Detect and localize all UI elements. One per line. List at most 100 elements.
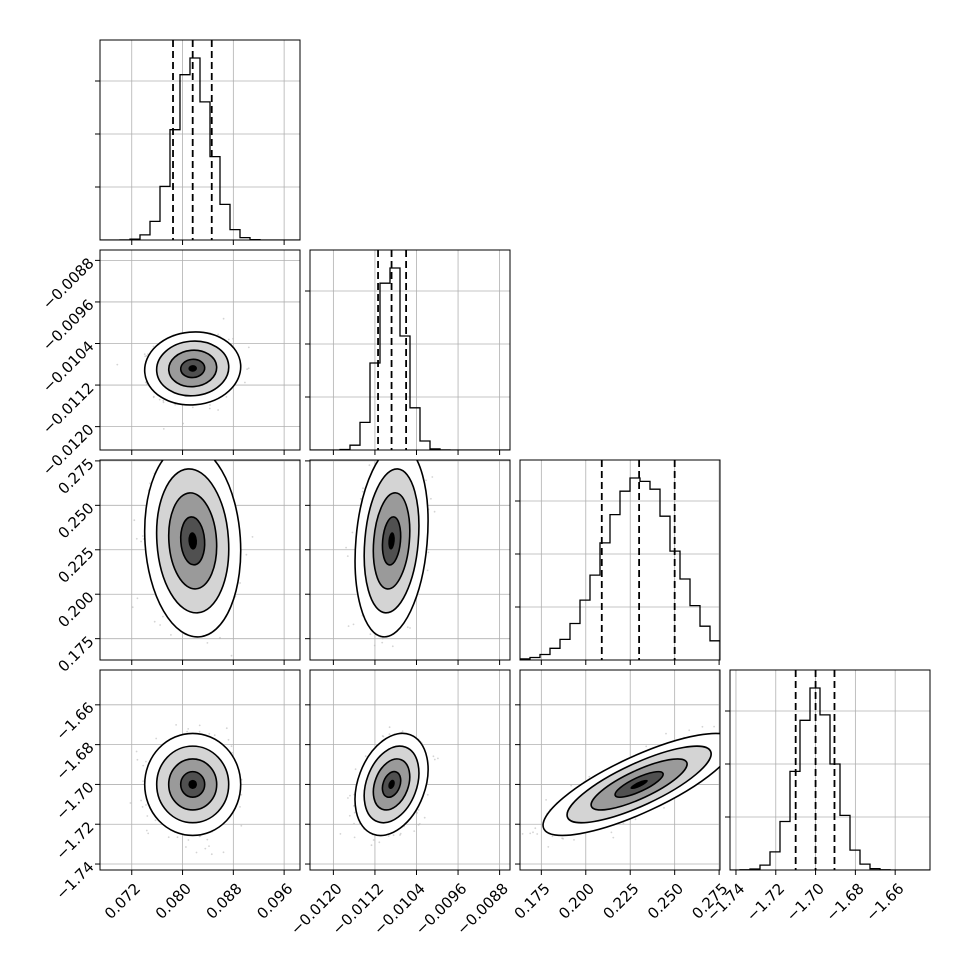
sample-point — [167, 836, 170, 839]
sample-point — [437, 757, 439, 760]
contour-2sigma — [354, 460, 429, 638]
sample-point — [381, 641, 384, 644]
sample-point — [187, 728, 190, 730]
sample-point — [354, 768, 357, 771]
sample-point — [176, 836, 179, 839]
contour-0.5sigma — [381, 516, 402, 566]
sample-point — [405, 458, 407, 460]
x-tick-label: 0.096 — [253, 880, 296, 923]
panel-frame — [99, 39, 301, 241]
sample-point — [381, 637, 384, 640]
sample-point — [206, 642, 209, 644]
x-tick-label: 0.072 — [101, 880, 144, 923]
sample-point — [239, 582, 242, 584]
sample-point — [204, 454, 206, 456]
sample-point — [230, 745, 233, 748]
histogram-step — [310, 267, 510, 450]
panel-frame — [99, 459, 301, 661]
histogram-step — [100, 57, 300, 240]
contour-2sigma — [143, 732, 242, 837]
sample-point — [347, 625, 350, 627]
density-peak — [188, 779, 197, 790]
sample-point — [225, 396, 228, 398]
panel-frame — [309, 459, 511, 661]
sample-point — [145, 804, 147, 806]
sample-point — [433, 510, 436, 513]
sample-point — [191, 406, 194, 409]
sample-point — [158, 398, 161, 401]
sample-point — [174, 403, 177, 406]
panel-frame — [309, 669, 511, 871]
panel-2-2 — [515, 459, 721, 665]
sample-point — [413, 830, 416, 832]
sample-point — [353, 836, 356, 839]
sample-point — [395, 444, 397, 446]
sample-point — [399, 457, 401, 459]
sample-point — [162, 401, 165, 404]
contour-1.5sigma — [155, 340, 230, 397]
sample-point — [399, 832, 402, 835]
density — [520, 725, 720, 848]
sample-point — [339, 833, 342, 835]
gridlines — [520, 460, 720, 660]
density — [345, 433, 444, 648]
sample-point — [198, 724, 201, 727]
panel-0-0 — [95, 39, 301, 245]
y-tick-label: 0.250 — [54, 499, 97, 542]
sample-point — [227, 738, 230, 741]
sample-point — [423, 816, 426, 819]
sample-point — [155, 737, 158, 740]
sample-point — [154, 819, 157, 822]
sample-point — [418, 823, 421, 825]
sample-point — [240, 793, 243, 796]
sample-point — [143, 353, 146, 356]
sample-point — [347, 797, 349, 799]
sample-point — [442, 433, 444, 435]
sample-point — [231, 751, 234, 754]
sample-point — [368, 464, 371, 467]
sample-point — [133, 519, 136, 522]
density — [131, 444, 254, 657]
density — [116, 317, 250, 430]
x-tick-label: 0.088 — [203, 880, 246, 923]
contour-1.5sigma — [155, 468, 230, 614]
contour-1sigma — [167, 758, 218, 811]
sample-point — [208, 732, 211, 735]
sample-point — [232, 337, 234, 340]
gridlines — [310, 250, 510, 450]
contour-1.5sigma — [363, 745, 420, 824]
sample-point — [222, 317, 225, 320]
sample-point — [417, 809, 420, 811]
density — [129, 724, 243, 856]
sample-point — [359, 498, 362, 500]
contour-0.5sigma — [179, 516, 206, 566]
sample-point — [409, 627, 411, 629]
sample-point — [353, 811, 356, 814]
sample-point — [217, 409, 220, 411]
sample-point — [131, 606, 134, 609]
sample-point — [431, 476, 434, 478]
sample-point — [220, 453, 222, 455]
panel-frame — [99, 669, 301, 871]
sample-point — [345, 546, 347, 549]
sample-point — [172, 458, 174, 460]
sample-point — [665, 732, 667, 735]
density-peak — [388, 779, 395, 790]
panel-1-0: −0.0120−0.0112−0.0104−0.0096−0.0088 — [39, 249, 301, 479]
sample-point — [196, 452, 198, 454]
sample-point — [203, 444, 205, 446]
sample-point — [240, 824, 243, 827]
sample-point — [373, 644, 376, 647]
sample-point — [152, 396, 155, 399]
contour-0.5sigma — [381, 770, 402, 799]
y-tick-label: 0.175 — [54, 632, 97, 675]
y-tick-label: 0.200 — [54, 588, 97, 631]
sample-point — [388, 733, 391, 735]
sample-point — [129, 802, 132, 804]
contour-1sigma — [372, 492, 411, 590]
gridlines — [100, 40, 300, 240]
sample-point — [230, 654, 233, 657]
sample-point — [144, 355, 147, 358]
sample-point — [382, 735, 385, 738]
